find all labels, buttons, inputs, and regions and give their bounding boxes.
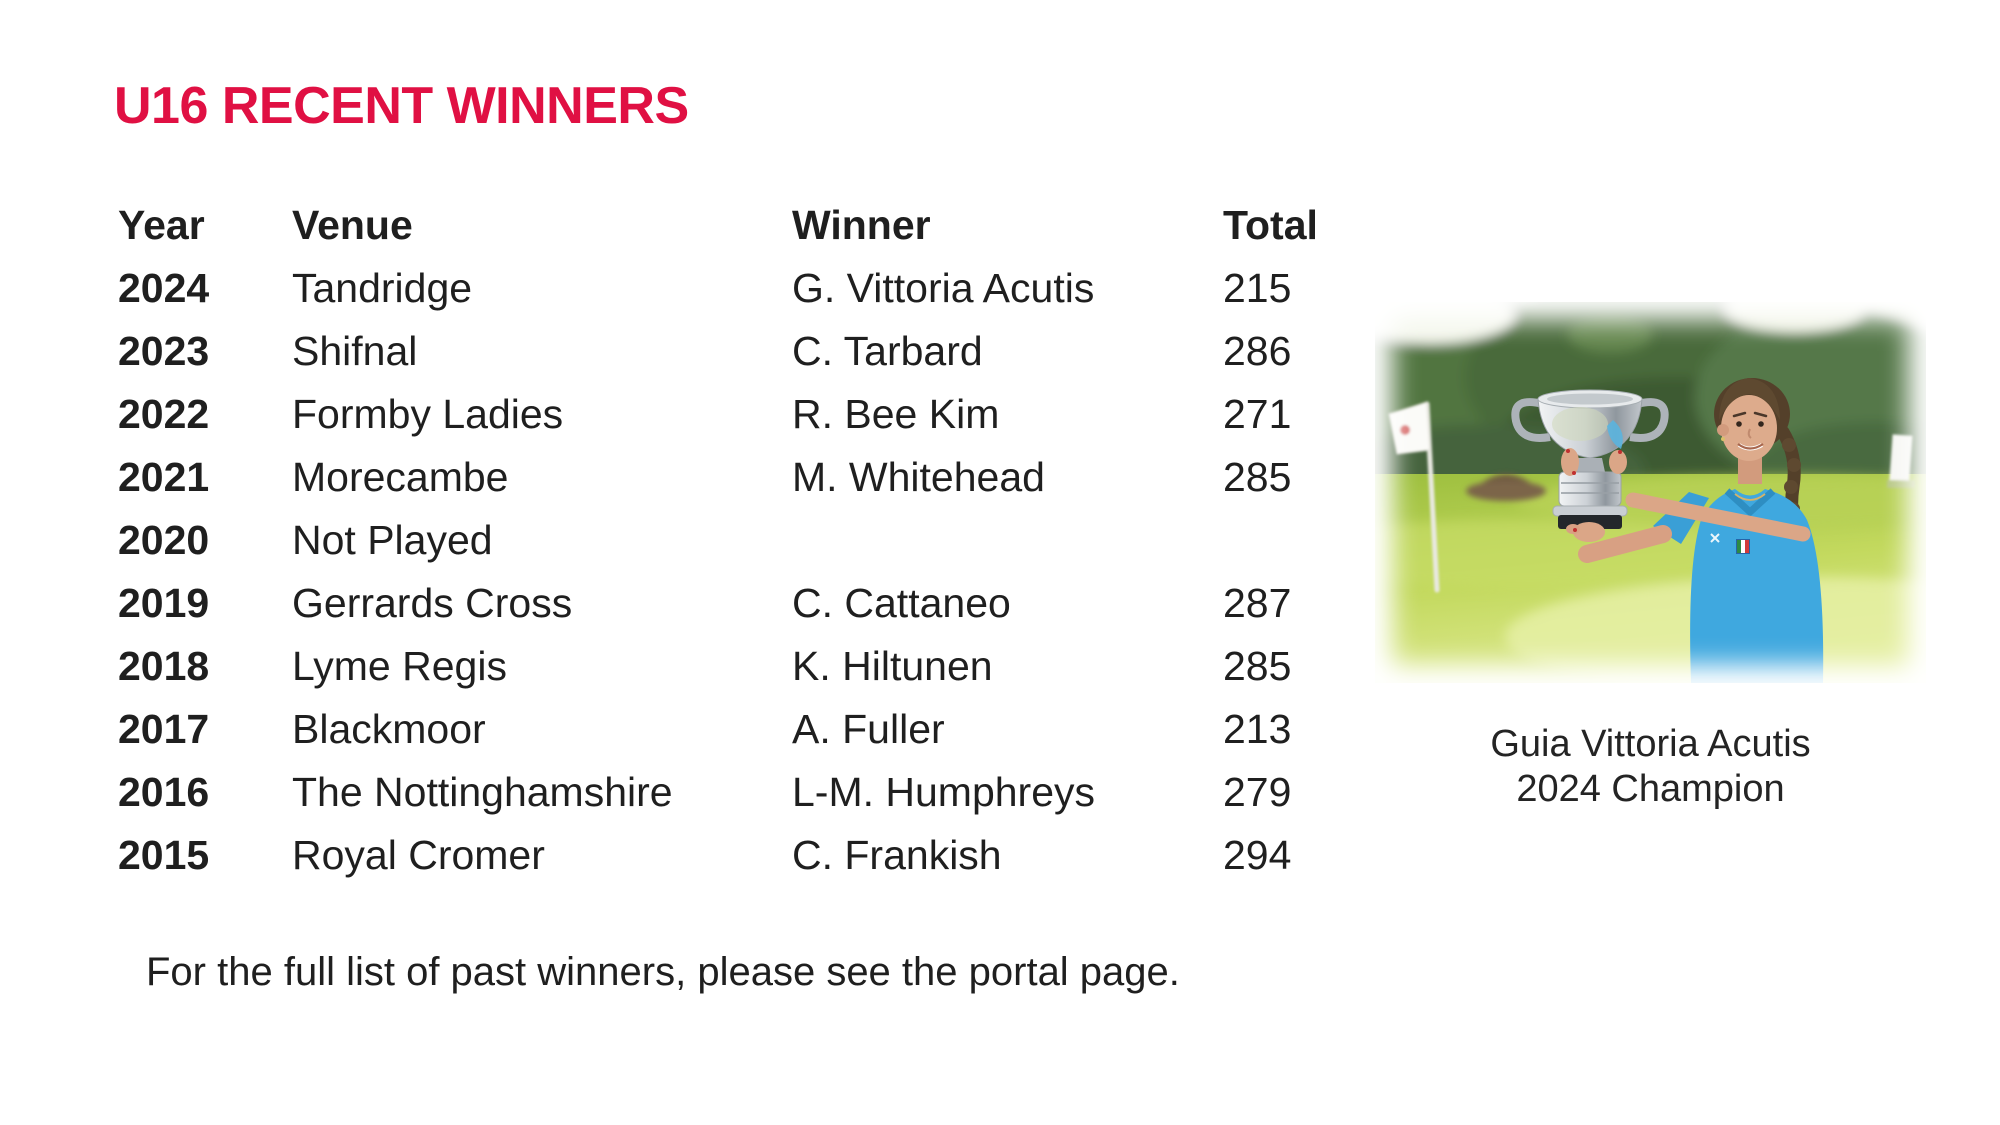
cell-year: 2020 xyxy=(118,517,210,563)
trophy xyxy=(1511,389,1669,529)
cell-year: 2015 xyxy=(118,832,210,878)
cell-venue: Formby Ladies xyxy=(292,391,564,437)
cell-venue: Tandridge xyxy=(292,265,473,311)
table-row: 2018 Lyme Regis K. Hiltunen 285 xyxy=(118,635,1393,698)
cell-winner: R. Bee Kim xyxy=(792,391,1000,437)
golf-flag-icon xyxy=(1388,401,1440,593)
cell-year: 2022 xyxy=(118,391,210,437)
cell-year: 2019 xyxy=(118,580,210,626)
champion-photo xyxy=(1375,302,1926,683)
table-header-row: Year Venue Winner Total xyxy=(118,194,1393,257)
cell-total: 294 xyxy=(1223,832,1292,878)
photo-caption: Guia Vittoria Acutis 2024 Champion xyxy=(1375,722,1926,812)
table-row: 2024 Tandridge G. Vittoria Acutis 215 xyxy=(118,257,1393,320)
table-row: 2022 Formby Ladies R. Bee Kim 271 xyxy=(118,383,1393,446)
cell-year: 2016 xyxy=(118,769,210,815)
page-title: U16 RECENT WINNERS xyxy=(114,77,689,135)
italy-crest xyxy=(1736,539,1750,554)
cell-venue: Blackmoor xyxy=(292,706,486,752)
cell-venue: Not Played xyxy=(292,517,493,563)
cell-venue: Morecambe xyxy=(292,454,509,500)
cell-winner: C. Tarbard xyxy=(792,328,983,374)
footer-note: For the full list of past winners, pleas… xyxy=(146,950,1180,994)
column-header-total: Total xyxy=(1223,202,1318,248)
cell-total: 285 xyxy=(1223,454,1292,500)
table-row: 2019 Gerrards Cross C. Cattaneo 287 xyxy=(118,572,1393,635)
cell-total: 285 xyxy=(1223,643,1292,689)
table-row: 2015 Royal Cromer C. Frankish 294 xyxy=(118,824,1393,887)
cell-winner: C. Cattaneo xyxy=(792,580,1011,626)
table-row: 2020 Not Played xyxy=(118,509,1393,572)
winners-table-body: 2024 Tandridge G. Vittoria Acutis 215 2023 Sh… xyxy=(118,257,1393,887)
cell-total: 215 xyxy=(1223,265,1292,311)
winners-table: Year Venue Winner Total 2024 Tandridge G. Vit… xyxy=(118,194,1393,887)
table-row: 2021 Morecambe M. Whitehead 285 xyxy=(118,446,1393,509)
column-header-year: Year xyxy=(118,202,205,248)
cell-winner: G. Vittoria Acutis xyxy=(792,265,1095,311)
cell-year: 2024 xyxy=(118,265,210,311)
hands xyxy=(1561,448,1627,542)
cell-total: 286 xyxy=(1223,328,1292,374)
cell-venue: Gerrards Cross xyxy=(292,580,573,626)
column-header-venue: Venue xyxy=(292,202,413,248)
cell-winner: A. Fuller xyxy=(792,706,945,752)
cell-total: 271 xyxy=(1223,391,1292,437)
marker-sign xyxy=(1887,434,1915,488)
cell-year: 2023 xyxy=(118,328,210,374)
table-row: 2017 Blackmoor A. Fuller 213 xyxy=(118,698,1393,761)
cell-total: 213 xyxy=(1223,706,1292,752)
table-row: 2016 The Nottinghamshire L-M. Humphreys 279 xyxy=(118,761,1393,824)
cell-venue: The Nottinghamshire xyxy=(292,769,673,815)
cell-winner: M. Whitehead xyxy=(792,454,1045,500)
cell-venue: Shifnal xyxy=(292,328,418,374)
cell-winner: K. Hiltunen xyxy=(792,643,993,689)
cell-total: 279 xyxy=(1223,769,1292,815)
cell-year: 2021 xyxy=(118,454,210,500)
caption-champion-name: Guia Vittoria Acutis xyxy=(1490,723,1811,765)
caption-champion-year: 2024 Champion xyxy=(1516,768,1785,810)
cell-total: 287 xyxy=(1223,580,1292,626)
column-header-winner: Winner xyxy=(792,202,931,248)
golfer-trophy-illustration xyxy=(1375,302,1926,683)
golfer xyxy=(1578,378,1824,683)
cell-year: 2017 xyxy=(118,706,210,752)
table-row: 2023 Shifnal C. Tarbard 286 xyxy=(118,320,1393,383)
cell-winner: L-M. Humphreys xyxy=(792,769,1096,815)
cell-venue: Royal Cromer xyxy=(292,832,545,878)
cell-winner: C. Frankish xyxy=(792,832,1002,878)
cell-venue: Lyme Regis xyxy=(292,643,507,689)
mound xyxy=(1466,474,1546,501)
cell-year: 2018 xyxy=(118,643,210,689)
